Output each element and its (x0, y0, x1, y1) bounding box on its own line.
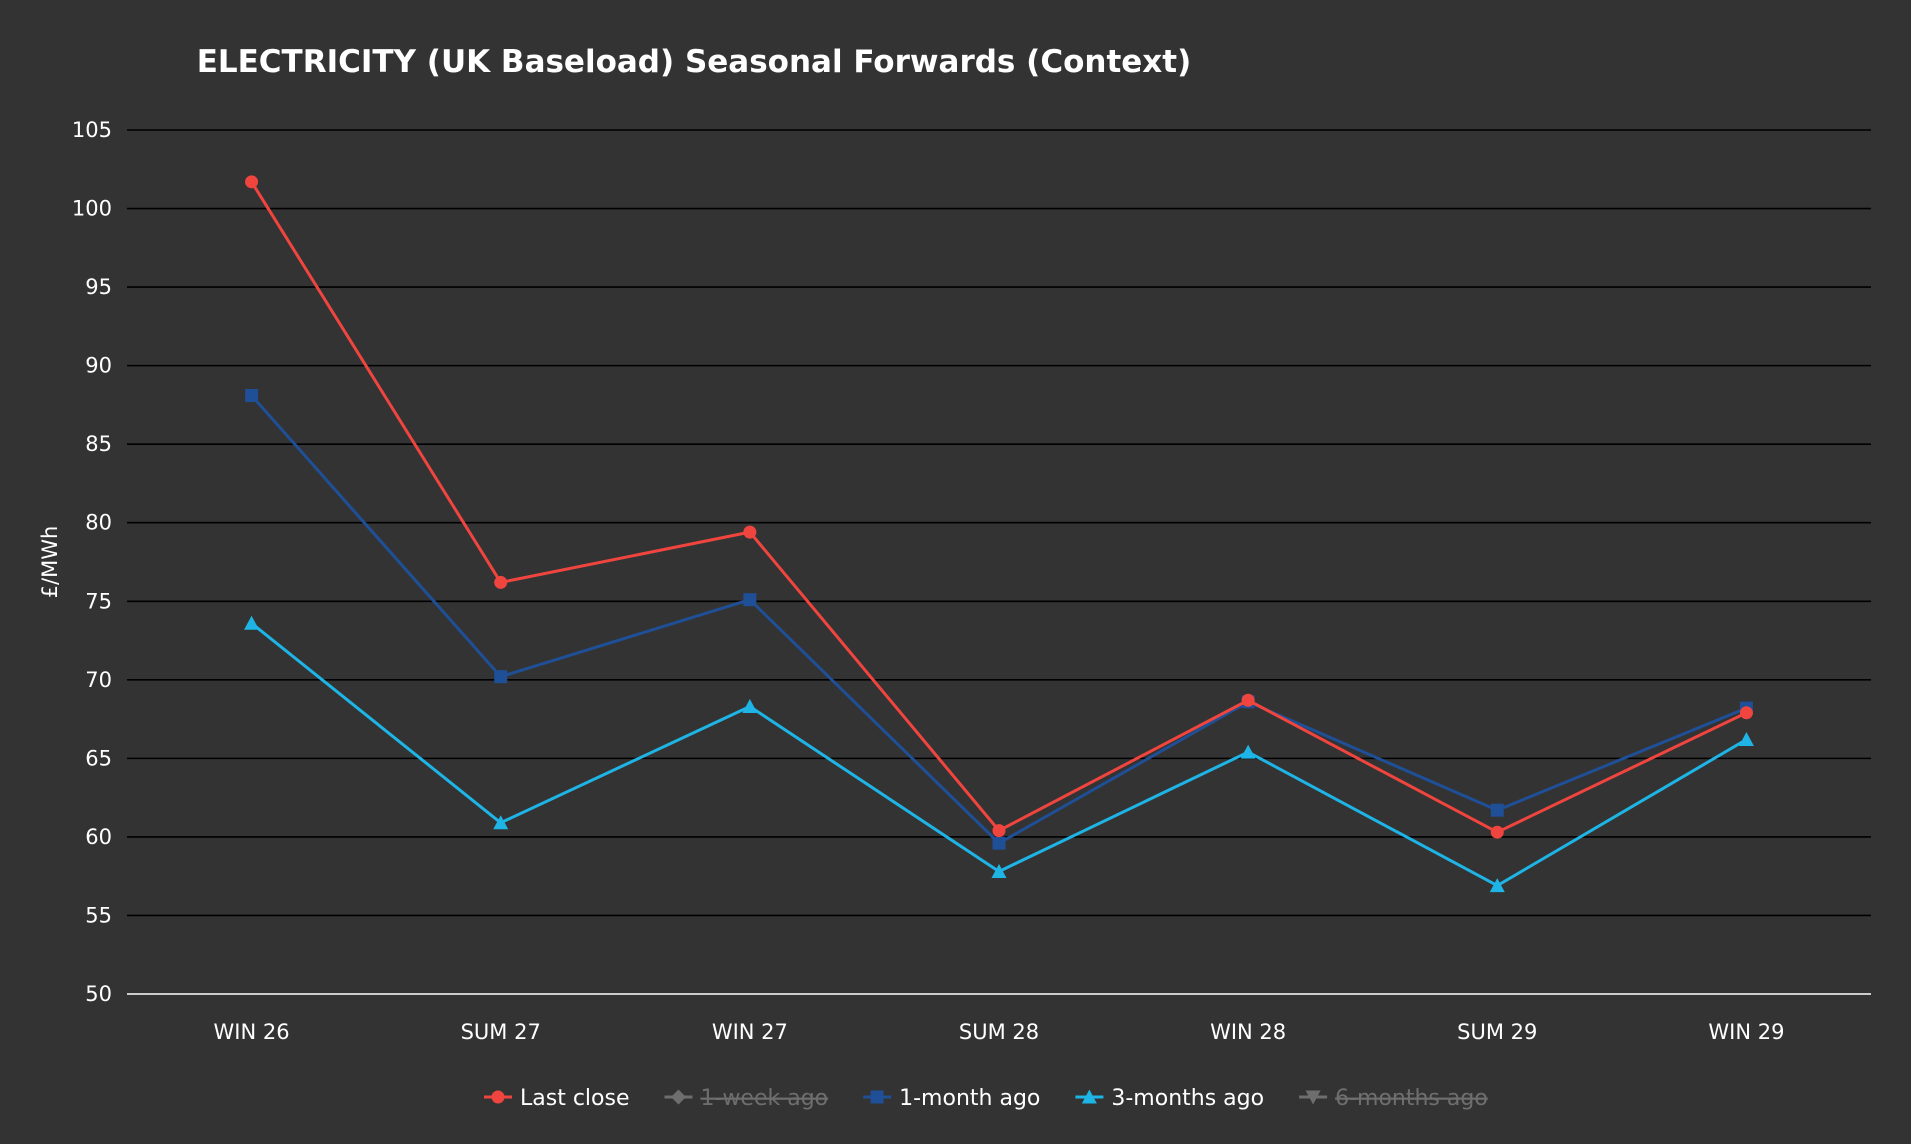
y-tick-label: 70 (85, 668, 112, 692)
legend-item-last-close[interactable]: Last close (484, 1086, 629, 1111)
legend-marker-swatch (670, 1089, 686, 1105)
data-point-last-close (1739, 706, 1753, 720)
x-tick-label: SUM 27 (461, 1020, 541, 1044)
data-point-last-close (743, 525, 757, 539)
legend-label: 6-months ago (1335, 1086, 1488, 1111)
data-point-3-months-ago (1240, 744, 1256, 759)
y-tick-label: 105 (72, 118, 112, 142)
legend-item-1-month-ago[interactable]: 1-month ago (863, 1086, 1040, 1111)
y-tick-label: 85 (85, 432, 112, 456)
series-last-close (245, 175, 1753, 839)
y-tick-label: 75 (85, 589, 112, 613)
data-point-3-months-ago (1738, 732, 1754, 747)
data-point-last-close (245, 175, 259, 189)
y-axis-ticks: 50 55 60 65 70 75 80 85 90 95 100 105 (72, 118, 112, 1006)
data-point-last-close (992, 824, 1006, 838)
legend-label: Last close (520, 1086, 629, 1111)
legend-marker-swatch (870, 1090, 884, 1104)
legend-label: 1-week ago (700, 1086, 828, 1111)
legend-marker-swatch (1081, 1089, 1097, 1104)
x-axis-ticks: WIN 26 SUM 27 WIN 27 SUM 28 WIN 28 SUM 29 WIN … (214, 1020, 1785, 1044)
data-point-3-months-ago (244, 615, 260, 630)
x-tick-label: SUM 29 (1457, 1020, 1537, 1044)
y-tick-label: 90 (85, 354, 112, 378)
legend-marker-swatch (1305, 1090, 1321, 1105)
series-layer (244, 175, 1754, 893)
data-point-3-months-ago (1489, 878, 1505, 893)
grid-lines (127, 129, 1871, 995)
data-point-3-months-ago (493, 815, 509, 830)
series-line-1-month-ago (250, 394, 1747, 845)
data-point-1-month-ago (245, 388, 259, 402)
chart-title: ELECTRICITY (UK Baseload) Seasonal Forwa… (197, 44, 1192, 80)
data-point-3-months-ago (742, 699, 758, 714)
series-line-last-close (250, 181, 1748, 834)
legend-item-6-months-ago[interactable]: 6-months ago (1299, 1086, 1488, 1111)
y-tick-label: 60 (85, 825, 112, 849)
y-tick-label: 95 (85, 275, 112, 299)
legend-item-3-months-ago[interactable]: 3-months ago (1075, 1086, 1264, 1111)
data-point-1-month-ago (992, 836, 1006, 850)
series-1-month-ago (245, 388, 1753, 850)
y-tick-label: 80 (85, 511, 112, 535)
data-point-1-month-ago (1490, 803, 1504, 817)
data-point-last-close (494, 575, 508, 589)
legend: Last close 1-week ago 1-month ago 3-months … (484, 1086, 1488, 1111)
x-tick-label: WIN 27 (712, 1020, 788, 1044)
legend-marker-swatch (491, 1090, 505, 1104)
y-axis-label: £/MWh (38, 526, 62, 599)
data-point-1-month-ago (743, 593, 757, 607)
data-point-last-close (1241, 693, 1255, 707)
legend-label: 1-month ago (899, 1086, 1040, 1111)
x-tick-label: WIN 29 (1708, 1020, 1784, 1044)
data-point-1-month-ago (494, 670, 508, 684)
y-tick-label: 100 (72, 197, 112, 221)
data-point-last-close (1490, 825, 1504, 839)
y-tick-label: 55 (85, 903, 112, 927)
x-tick-label: WIN 26 (214, 1020, 290, 1044)
legend-label: 3-months ago (1111, 1086, 1264, 1111)
legend-item-1-week-ago[interactable]: 1-week ago (664, 1086, 828, 1111)
data-point-3-months-ago (991, 863, 1007, 878)
series-3-months-ago (244, 615, 1754, 893)
y-tick-label: 65 (85, 746, 112, 770)
x-tick-label: WIN 28 (1210, 1020, 1286, 1044)
x-tick-label: SUM 28 (959, 1020, 1039, 1044)
y-tick-label: 50 (85, 982, 112, 1006)
